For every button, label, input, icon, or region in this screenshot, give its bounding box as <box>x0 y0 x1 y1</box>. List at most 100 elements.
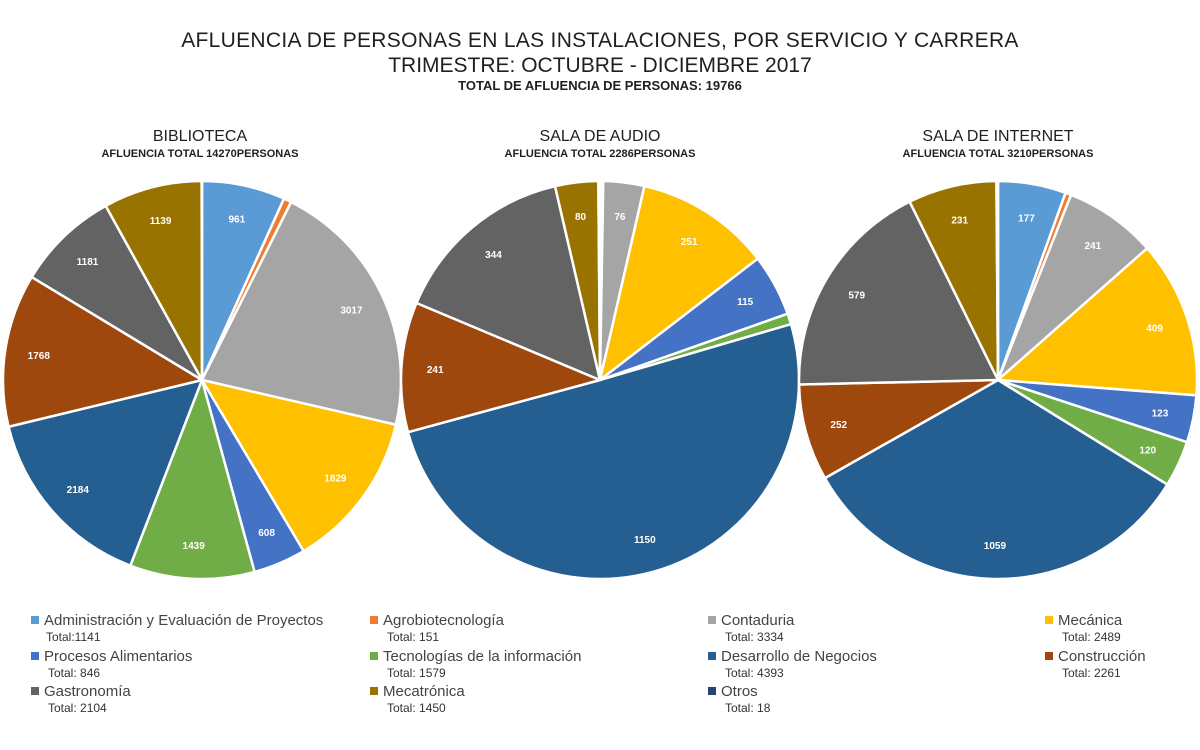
slice-data-label: 579 <box>848 290 865 301</box>
legend-item: Desarrollo de Negocios <box>708 648 877 666</box>
pie-title-text: BIBLIOTECA <box>152 128 248 145</box>
legend-label: Otros <box>721 683 758 700</box>
pie-slice <box>797 200 1000 386</box>
slice-data-label: 231 <box>951 215 968 226</box>
legend-item: Mecánica <box>1045 612 1122 630</box>
legend-item: Agrobiotecnología <box>370 612 504 630</box>
legend-total: Total: 1450 <box>387 701 446 715</box>
legend-label: Contaduria <box>721 612 795 629</box>
legend-swatch <box>708 687 716 695</box>
legend-swatch <box>1045 616 1053 624</box>
pie-2: 76 251 115 1150 241 344 80 <box>399 179 801 581</box>
legend-total: Total: 2261 <box>1062 666 1121 680</box>
total-line: TOTAL DE AFLUENCIA DE PERSONAS: 19766 <box>458 78 742 93</box>
slice-data-label: 1768 <box>28 351 51 362</box>
slice-data-label: 3017 <box>340 306 363 317</box>
pie-title-text: SALA DE INTERNET <box>922 128 1074 145</box>
legend-total: Total: 2489 <box>1062 630 1121 644</box>
pie-subtitle-text: AFLUENCIA TOTAL 3210PERSONAS <box>902 148 1094 160</box>
legend-swatch <box>31 616 39 624</box>
pie-slice <box>200 200 403 426</box>
chart-subtitle: TRIMESTRE: OCTUBRE - DICIEMBRE 2017 <box>388 54 812 77</box>
chart-header: AFLUENCIA DE PERSONAS EN LAS INSTALACION… <box>0 28 1200 94</box>
pie-slice <box>797 378 1000 480</box>
legend-total: Total: 151 <box>387 630 440 644</box>
legend-label: Tecnologías de la información <box>383 648 582 665</box>
legend-item: Administración y Evaluación de Proyectos <box>31 612 323 630</box>
pie-slice <box>7 378 204 567</box>
pie-slice <box>597 179 602 382</box>
pie-title-biblioteca: BIBLIOTECA AFLUENCIA TOTAL 14270PERSONAS <box>0 127 400 161</box>
legend-swatch <box>708 652 716 660</box>
pie-charts: 961 3017 1829 608 1439 2184 1768 1181 1139 76 251 1… <box>1 179 1199 581</box>
slice-data-label: 1139 <box>150 216 172 227</box>
legend-label: Construcción <box>1058 648 1146 665</box>
legend-item: Procesos Alimentarios <box>31 648 192 666</box>
legend-item: Construcción <box>1045 648 1146 666</box>
pie-3: 177 241 409 123 120 1059 252 579 231 <box>797 179 1199 581</box>
legend-swatch <box>370 652 378 660</box>
slice-data-label: 115 <box>737 297 754 308</box>
pie-slice <box>104 179 204 382</box>
pie-slice <box>598 184 760 382</box>
slice-data-label: 344 <box>485 250 502 261</box>
legend-label: Procesos Alimentarios <box>44 648 193 665</box>
legend-total: Total: 3334 <box>725 630 784 644</box>
pie-subtitle-text: AFLUENCIA TOTAL 14270PERSONAS <box>101 148 299 160</box>
slice-data-label: 1059 <box>984 541 1007 552</box>
legend-swatch <box>708 616 716 624</box>
slice-data-label: 251 <box>681 237 698 248</box>
legend-total: Total: 2104 <box>48 701 107 715</box>
slice-data-label: 252 <box>830 420 847 431</box>
pie-title-text: SALA DE AUDIO <box>539 128 661 145</box>
pie-slice <box>406 322 801 581</box>
chart-title: AFLUENCIA DE PERSONAS EN LAS INSTALACION… <box>181 29 1019 52</box>
legend-item: Tecnologías de la información <box>370 648 581 666</box>
legend-item: Otros <box>708 683 758 701</box>
pie-1: 961 3017 1829 608 1439 2184 1768 1181 1139 <box>1 179 403 581</box>
slice-data-label: 177 <box>1018 213 1035 224</box>
pie-slice <box>30 204 204 382</box>
pie-slice <box>996 247 1199 397</box>
slice-data-label: 1829 <box>324 473 347 484</box>
slice-data-label: 961 <box>228 215 245 226</box>
pie-slice <box>415 184 602 382</box>
legend-swatch <box>370 616 378 624</box>
legend-label: Administración y Evaluación de Proyectos <box>44 612 324 629</box>
slice-data-label: 2184 <box>67 485 90 496</box>
legend-item: Gastronomía <box>31 683 131 701</box>
legend-item: Contaduria <box>708 612 794 630</box>
legend-total: Total: 18 <box>725 701 771 715</box>
legend-total: Total: 846 <box>48 666 101 680</box>
legend-label: Agrobiotecnología <box>383 612 504 629</box>
legend-total: Total:1141 <box>46 630 101 644</box>
pie-title-sala-audio: SALA DE AUDIO AFLUENCIA TOTAL 2286PERSON… <box>400 127 800 161</box>
legend-swatch <box>31 687 39 695</box>
slice-data-label: 241 <box>1085 241 1102 252</box>
legend-item: Mecatrónica <box>370 683 465 701</box>
legend-swatch <box>370 687 378 695</box>
legend-label: Mecánica <box>1058 612 1123 629</box>
pie-slice <box>399 301 602 434</box>
slice-data-label: 241 <box>427 365 444 376</box>
slice-data-label: 1439 <box>183 541 206 552</box>
pie-subtitle-text: AFLUENCIA TOTAL 2286PERSONAS <box>504 148 696 160</box>
pie-slice <box>1 275 204 429</box>
legend-total: Total: 4393 <box>725 666 784 680</box>
slice-data-label: 608 <box>258 528 275 539</box>
pie-slice <box>129 378 256 581</box>
legend-swatch <box>31 652 39 660</box>
legend-label: Mecatrónica <box>383 683 465 700</box>
legend-label: Gastronomía <box>44 683 131 700</box>
pie-title-sala-internet: SALA DE INTERNET AFLUENCIA TOTAL 3210PER… <box>798 127 1198 161</box>
slice-data-label: 1150 <box>634 535 656 546</box>
slice-data-label: 76 <box>614 212 626 223</box>
pie-slice <box>200 378 398 553</box>
slice-data-label: 123 <box>1152 408 1169 419</box>
slice-data-label: 120 <box>1139 446 1156 457</box>
legend-swatch <box>1045 652 1053 660</box>
pie-slice <box>995 179 1000 382</box>
slice-data-label: 80 <box>575 212 587 223</box>
slice-data-label: 409 <box>1146 324 1163 335</box>
legend-label: Desarrollo de Negocios <box>721 648 877 665</box>
